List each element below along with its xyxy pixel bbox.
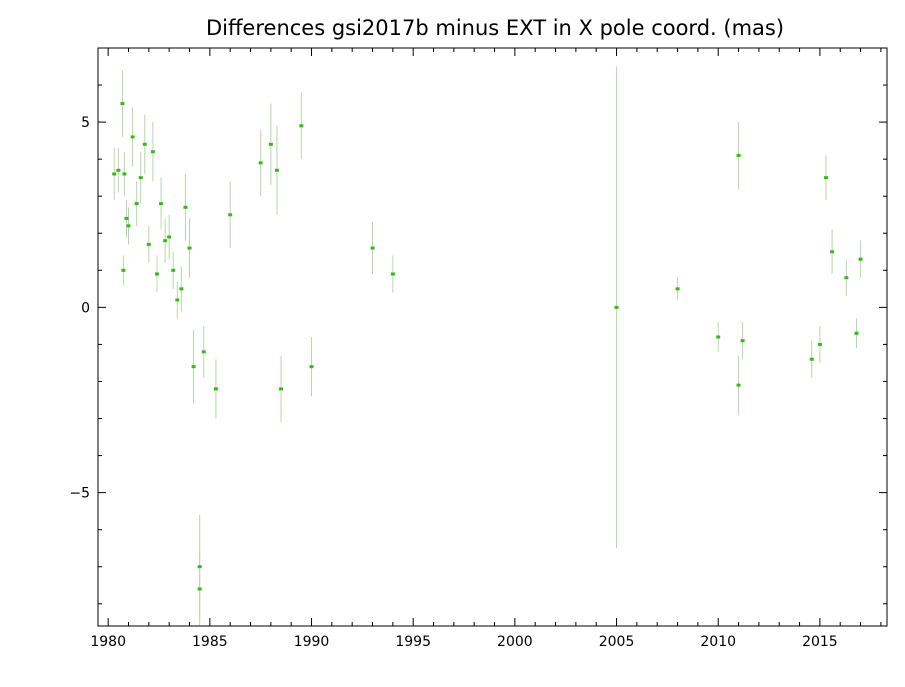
data-point (228, 213, 233, 217)
data-point (120, 102, 125, 106)
data-point (844, 276, 849, 280)
chart-title: Differences gsi2017b minus EXT in X pole… (205, 16, 785, 40)
data-point (830, 250, 835, 254)
data-point (716, 335, 721, 339)
data-point (187, 246, 192, 250)
x-tick-label: 1980 (90, 634, 126, 650)
data-point (142, 142, 147, 146)
data-point (299, 124, 304, 128)
data-point (179, 287, 184, 291)
data-point (154, 272, 159, 276)
data-point (274, 168, 279, 172)
point-layer (112, 102, 863, 591)
data-point (150, 150, 155, 154)
data-point (112, 172, 117, 176)
data-point (134, 202, 139, 206)
data-point (146, 242, 151, 246)
errorbar-layer (113, 66, 862, 626)
data-point (736, 153, 741, 157)
x-tick-label: 2010 (700, 634, 736, 650)
data-point (736, 383, 741, 387)
data-point (122, 172, 127, 176)
data-point (809, 357, 814, 361)
data-point (854, 331, 859, 335)
data-point (183, 205, 188, 209)
data-point (279, 387, 284, 391)
data-point (213, 387, 218, 391)
data-point (370, 246, 375, 250)
x-tick-label: 1985 (192, 634, 228, 650)
tick-layer (98, 47, 887, 626)
data-point (258, 161, 263, 165)
data-point (197, 565, 202, 569)
data-point (163, 239, 168, 243)
data-point (675, 287, 680, 291)
y-tick-label: 0 (81, 300, 90, 316)
x-tick-label: 1990 (294, 634, 330, 650)
data-point (614, 305, 619, 309)
data-point (167, 235, 172, 239)
data-point (197, 587, 202, 591)
data-point (171, 268, 176, 272)
data-point (159, 202, 164, 206)
plot-frame (97, 47, 888, 627)
data-point (823, 176, 828, 180)
x-tick-label: 2015 (802, 634, 838, 650)
label-layer: 1980 1985 1990 1995 2000 2005 2010 2015 −5 0 5 (69, 115, 837, 650)
data-point (201, 350, 206, 354)
data-point (124, 216, 129, 220)
data-point (390, 272, 395, 276)
data-point (309, 365, 314, 369)
x-tick-label: 2005 (599, 634, 635, 650)
data-point (116, 168, 121, 172)
data-point (121, 268, 126, 272)
data-point (740, 339, 745, 343)
x-tick-label: 1995 (395, 634, 431, 650)
data-point (130, 135, 135, 139)
x-tick-label: 2000 (497, 634, 533, 650)
data-point (191, 365, 196, 369)
data-point (817, 342, 822, 346)
y-tick-label: −5 (69, 486, 90, 502)
data-point (126, 224, 131, 228)
data-point (138, 176, 143, 180)
data-point (268, 142, 273, 146)
data-point (175, 298, 180, 302)
y-tick-label: 5 (81, 115, 90, 131)
data-point (858, 257, 863, 261)
